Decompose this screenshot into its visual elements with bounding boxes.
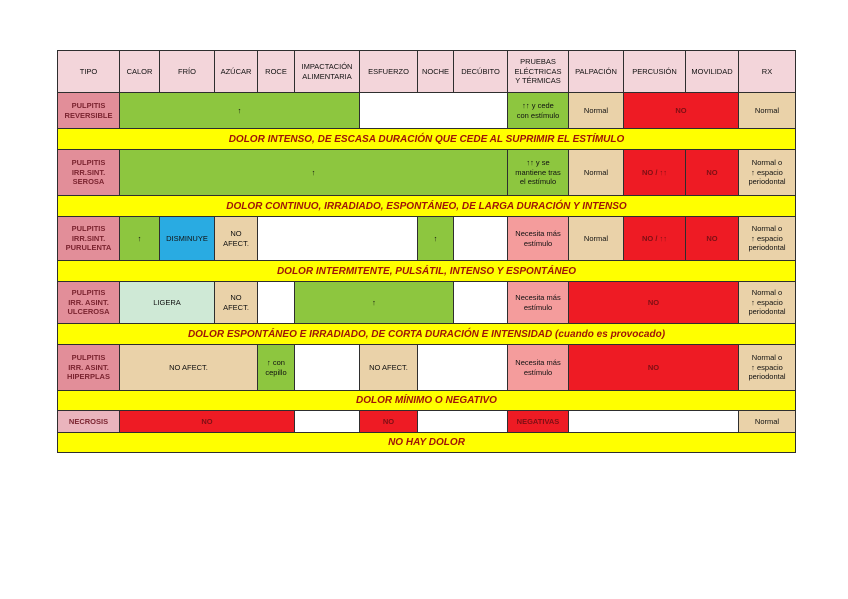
- table-cell: [453, 281, 508, 324]
- column-header-palpacion: PALPACIÓN: [568, 50, 624, 93]
- banner-dolor-minimo: DOLOR MÍNIMO O NEGATIVO: [57, 390, 796, 411]
- column-header-impactacion-alimentaria: IMPACTACIÓN ALIMENTARIA: [294, 50, 360, 93]
- column-header-rx: RX: [738, 50, 796, 93]
- table-cell: NO: [568, 281, 739, 324]
- table-cell: [359, 92, 508, 129]
- table-cell: NO: [685, 216, 739, 261]
- table-cell: NO / ↑↑: [623, 216, 686, 261]
- column-header-tipo: TIPO: [57, 50, 120, 93]
- table-cell: NO: [685, 149, 739, 196]
- table-cell: Normal: [738, 410, 796, 433]
- table-cell: [294, 410, 360, 433]
- row-header-cell: PULPITIS IRR.SINT. SEROSA: [57, 149, 120, 196]
- table-cell: Necesita más estímulo: [507, 216, 569, 261]
- table-row: NECROSIS NO NO NEGATIVAS Normal: [57, 410, 796, 433]
- column-header-azucar: AZÚCAR: [214, 50, 258, 93]
- table-cell: ↑↑ y se mantiene tras el estímulo: [507, 149, 569, 196]
- table-body: PULPITIS REVERSIBLE ↑ ↑↑ y cede con estímu…: [57, 92, 796, 453]
- column-header-frio: FRÍO: [159, 50, 215, 93]
- banner-row: DOLOR ESPONTÁNEO E IRRADIADO, DE CORTA D…: [57, 323, 796, 345]
- table-cell: [294, 344, 360, 391]
- row-header-cell: PULPITIS IRR.SINT. PURULENTA: [57, 216, 120, 261]
- table-cell: Normal o ↑ espacio periodontal: [738, 216, 796, 261]
- table-cell: Normal: [568, 149, 624, 196]
- row-header-cell: PULPITIS REVERSIBLE: [57, 92, 120, 129]
- column-header-noche: NOCHE: [417, 50, 454, 93]
- table-cell: NO: [359, 410, 418, 433]
- table-cell: NO AFECT.: [119, 344, 258, 391]
- pulpitis-diagnostic-table: TIPO CALOR FRÍO AZÚCAR ROCE IMPACTACIÓN ALIME…: [57, 50, 796, 453]
- table-row: PULPITIS IRR.SINT. PURULENTA ↑ DISMINUYE NO…: [57, 216, 796, 261]
- table-cell: NO AFECT.: [214, 281, 258, 324]
- table-cell: Normal o ↑ espacio periodontal: [738, 281, 796, 324]
- table-cell: Normal: [568, 216, 624, 261]
- column-header-esfuerzo: ESFUERZO: [359, 50, 418, 93]
- table-cell: [257, 281, 295, 324]
- table-cell: Necesita más estímulo: [507, 344, 569, 391]
- table-cell: DISMINUYE: [159, 216, 215, 261]
- banner-row: DOLOR INTERMITENTE, PULSÁTIL, INTENSO Y …: [57, 260, 796, 282]
- row-header-cell: PULPITIS IRR. ASINT. ULCEROSA: [57, 281, 120, 324]
- table-cell: Normal: [568, 92, 624, 129]
- table-cell: NEGATIVAS: [507, 410, 569, 433]
- column-header-roce: ROCE: [257, 50, 295, 93]
- table-cell: NO AFECT.: [214, 216, 258, 261]
- table-cell: ↑↑ y cede con estímulo: [507, 92, 569, 129]
- table-cell: [257, 216, 418, 261]
- table-cell: [453, 216, 508, 261]
- table-row: PULPITIS IRR. ASINT. ULCEROSA LIGERA NO AF…: [57, 281, 796, 324]
- table-cell: [417, 344, 508, 391]
- table-row: PULPITIS IRR.SINT. SEROSA ↑ ↑↑ y se mantie…: [57, 149, 796, 196]
- table-cell: ↑: [119, 149, 508, 196]
- banner-dolor-continuo: DOLOR CONTINUO, IRRADIADO, ESPONTÁNEO, D…: [57, 195, 796, 217]
- table-cell: ↑: [294, 281, 454, 324]
- table-row: PULPITIS REVERSIBLE ↑ ↑↑ y cede con estímu…: [57, 92, 796, 129]
- table-cell: NO: [568, 344, 739, 391]
- table-cell: LIGERA: [119, 281, 215, 324]
- table-cell: ↑ con cepillo: [257, 344, 295, 391]
- row-header-cell: NECROSIS: [57, 410, 120, 433]
- table-cell: NO: [623, 92, 739, 129]
- column-header-calor: CALOR: [119, 50, 160, 93]
- banner-row: DOLOR INTENSO, DE ESCASA DURACIÓN QUE CE…: [57, 128, 796, 150]
- table-cell: NO: [119, 410, 295, 433]
- banner-row: DOLOR MÍNIMO O NEGATIVO: [57, 390, 796, 411]
- table-header: TIPO CALOR FRÍO AZÚCAR ROCE IMPACTACIÓN ALIME…: [57, 50, 796, 93]
- table-cell: Normal: [738, 92, 796, 129]
- row-header-cell: PULPITIS IRR. ASINT. HIPERPLAS: [57, 344, 120, 391]
- column-header-movilidad: MOVILIDAD: [685, 50, 739, 93]
- banner-row: DOLOR CONTINUO, IRRADIADO, ESPONTÁNEO, D…: [57, 195, 796, 217]
- table-cell: Normal o ↑ espacio periodontal: [738, 344, 796, 391]
- banner-dolor-espontaneo: DOLOR ESPONTÁNEO E IRRADIADO, DE CORTA D…: [57, 323, 796, 345]
- column-header-decubito: DECÚBITO: [453, 50, 508, 93]
- table-cell: ↑: [417, 216, 454, 261]
- column-header-pruebas-electricas-termicas: PRUEBAS ELÉCTRICAS Y TÉRMICAS: [507, 50, 569, 93]
- banner-row: NO HAY DOLOR: [57, 432, 796, 453]
- table-cell: ↑: [119, 216, 160, 261]
- table-cell: NO AFECT.: [359, 344, 418, 391]
- banner-no-hay-dolor: NO HAY DOLOR: [57, 432, 796, 453]
- banner-dolor-intermitente: DOLOR INTERMITENTE, PULSÁTIL, INTENSO Y …: [57, 260, 796, 282]
- table-cell: Necesita más estímulo: [507, 281, 569, 324]
- table-row: PULPITIS IRR. ASINT. HIPERPLAS NO AFECT. ↑…: [57, 344, 796, 391]
- table-cell: Normal o ↑ espacio periodontal: [738, 149, 796, 196]
- table-cell: NO / ↑↑: [623, 149, 686, 196]
- table-cell: [568, 410, 739, 433]
- table-cell: [417, 410, 508, 433]
- column-header-percusion: PERCUSIÓN: [623, 50, 686, 93]
- banner-dolor-intenso: DOLOR INTENSO, DE ESCASA DURACIÓN QUE CE…: [57, 128, 796, 150]
- table-cell: ↑: [119, 92, 360, 129]
